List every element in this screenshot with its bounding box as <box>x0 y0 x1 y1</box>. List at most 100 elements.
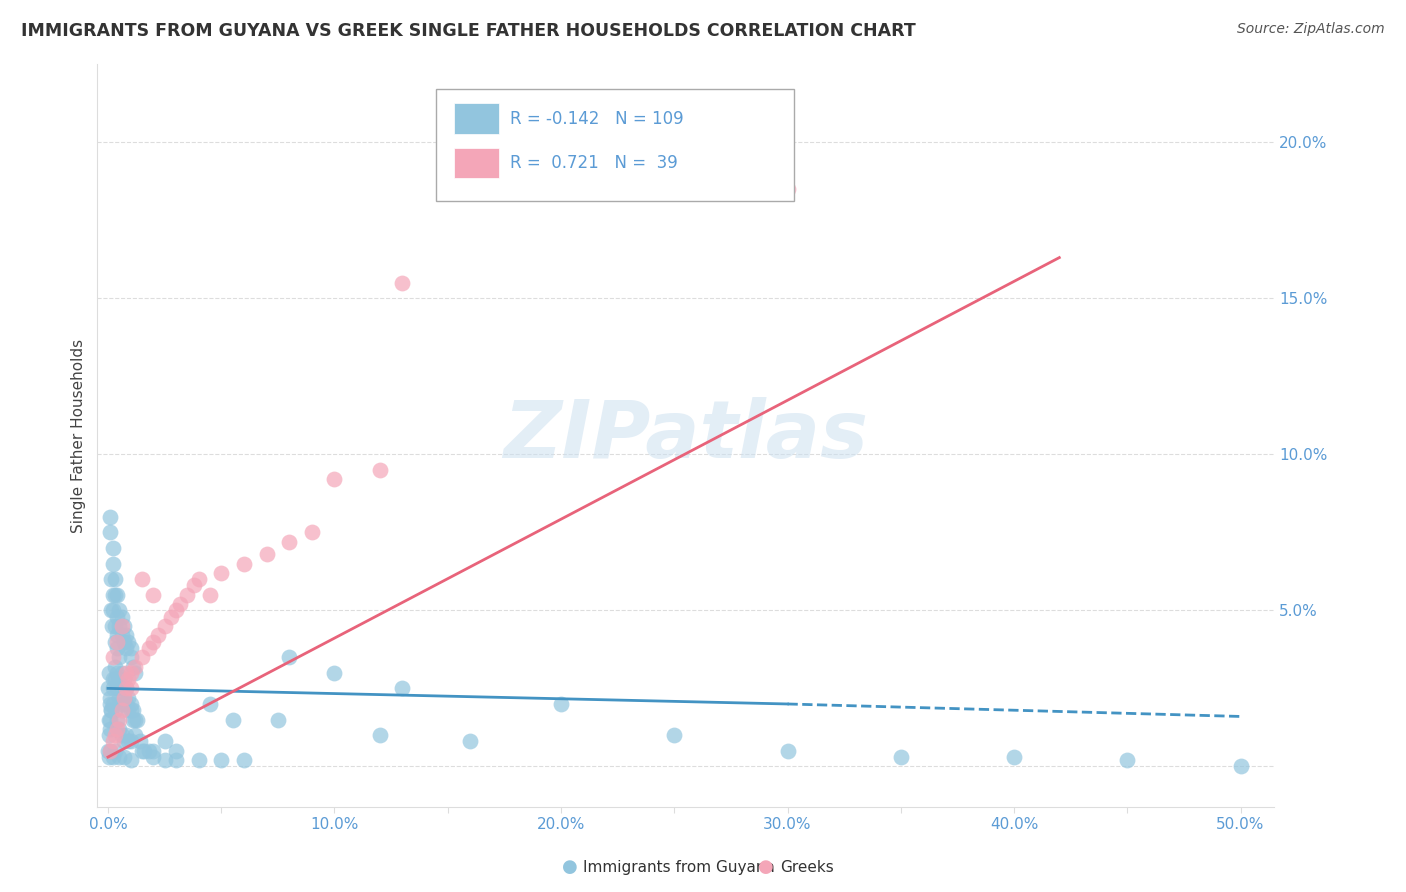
Point <box>165 744 187 758</box>
Point <box>131 744 153 758</box>
Point <box>664 728 686 742</box>
Point <box>101 750 124 764</box>
Point <box>108 713 131 727</box>
Point <box>115 697 138 711</box>
Point <box>198 697 221 711</box>
Point <box>112 750 135 764</box>
Point <box>110 681 132 696</box>
Point <box>278 650 301 665</box>
Point <box>131 572 153 586</box>
Point <box>110 628 132 642</box>
Point <box>112 690 135 705</box>
Point <box>100 572 122 586</box>
Point <box>104 619 127 633</box>
Point <box>117 672 139 686</box>
Point <box>124 728 146 742</box>
Point <box>108 619 131 633</box>
Point <box>101 619 124 633</box>
Point <box>101 588 124 602</box>
Point <box>98 744 121 758</box>
Point <box>368 728 391 742</box>
Point <box>104 728 127 742</box>
Point <box>176 588 198 602</box>
Point <box>98 722 121 736</box>
Point <box>110 665 132 680</box>
Point <box>115 665 138 680</box>
Point <box>105 713 128 727</box>
Point <box>108 672 131 686</box>
Point <box>104 572 127 586</box>
Point <box>1002 750 1025 764</box>
Point <box>209 753 232 767</box>
Point <box>128 734 150 748</box>
Point <box>120 650 142 665</box>
Point <box>110 728 132 742</box>
Point <box>120 665 142 680</box>
Point <box>101 603 124 617</box>
Text: R = -0.142   N = 109: R = -0.142 N = 109 <box>510 110 683 128</box>
Point <box>97 744 120 758</box>
Point <box>100 703 122 717</box>
Point <box>98 744 121 758</box>
Point <box>112 672 135 686</box>
Point <box>97 728 120 742</box>
Point <box>112 734 135 748</box>
Point <box>120 753 142 767</box>
Point <box>104 744 127 758</box>
Point <box>98 697 121 711</box>
Point <box>391 276 413 290</box>
Point <box>890 750 912 764</box>
Point <box>142 588 165 602</box>
Point <box>100 703 122 717</box>
Text: R =  0.721   N =  39: R = 0.721 N = 39 <box>510 154 678 172</box>
Point <box>131 650 153 665</box>
Point <box>117 634 139 648</box>
Point <box>183 578 205 592</box>
Point <box>117 734 139 748</box>
Point <box>776 744 799 758</box>
Point <box>142 744 165 758</box>
Text: ●: ● <box>758 858 775 876</box>
Point <box>122 703 145 717</box>
Point <box>104 634 127 648</box>
Point <box>101 697 124 711</box>
Point <box>101 734 124 748</box>
Point <box>97 681 120 696</box>
Point <box>110 697 132 711</box>
Point <box>101 672 124 686</box>
Point <box>98 750 121 764</box>
Point <box>105 722 128 736</box>
Point <box>232 753 254 767</box>
Y-axis label: Single Father Households: Single Father Households <box>72 338 86 533</box>
Point <box>105 681 128 696</box>
Point <box>187 572 209 586</box>
Point <box>98 509 121 524</box>
Point <box>120 697 142 711</box>
Point <box>124 659 146 673</box>
Point <box>108 722 131 736</box>
Point <box>120 640 142 655</box>
Point <box>550 697 572 711</box>
Point <box>105 609 128 624</box>
Point <box>112 634 135 648</box>
Point <box>104 659 127 673</box>
Point <box>221 713 243 727</box>
Point <box>98 713 121 727</box>
Point <box>209 566 232 580</box>
Point <box>115 728 138 742</box>
Point <box>138 640 160 655</box>
Point <box>165 603 187 617</box>
Point <box>165 753 187 767</box>
Point <box>98 713 121 727</box>
Point <box>301 525 323 540</box>
Point <box>108 650 131 665</box>
Point <box>104 672 127 686</box>
Text: Source: ZipAtlas.com: Source: ZipAtlas.com <box>1237 22 1385 37</box>
Point <box>122 713 145 727</box>
Point <box>115 681 138 696</box>
Point <box>101 557 124 571</box>
Point <box>108 690 131 705</box>
Point <box>124 665 146 680</box>
Point <box>776 182 799 196</box>
Point <box>101 681 124 696</box>
